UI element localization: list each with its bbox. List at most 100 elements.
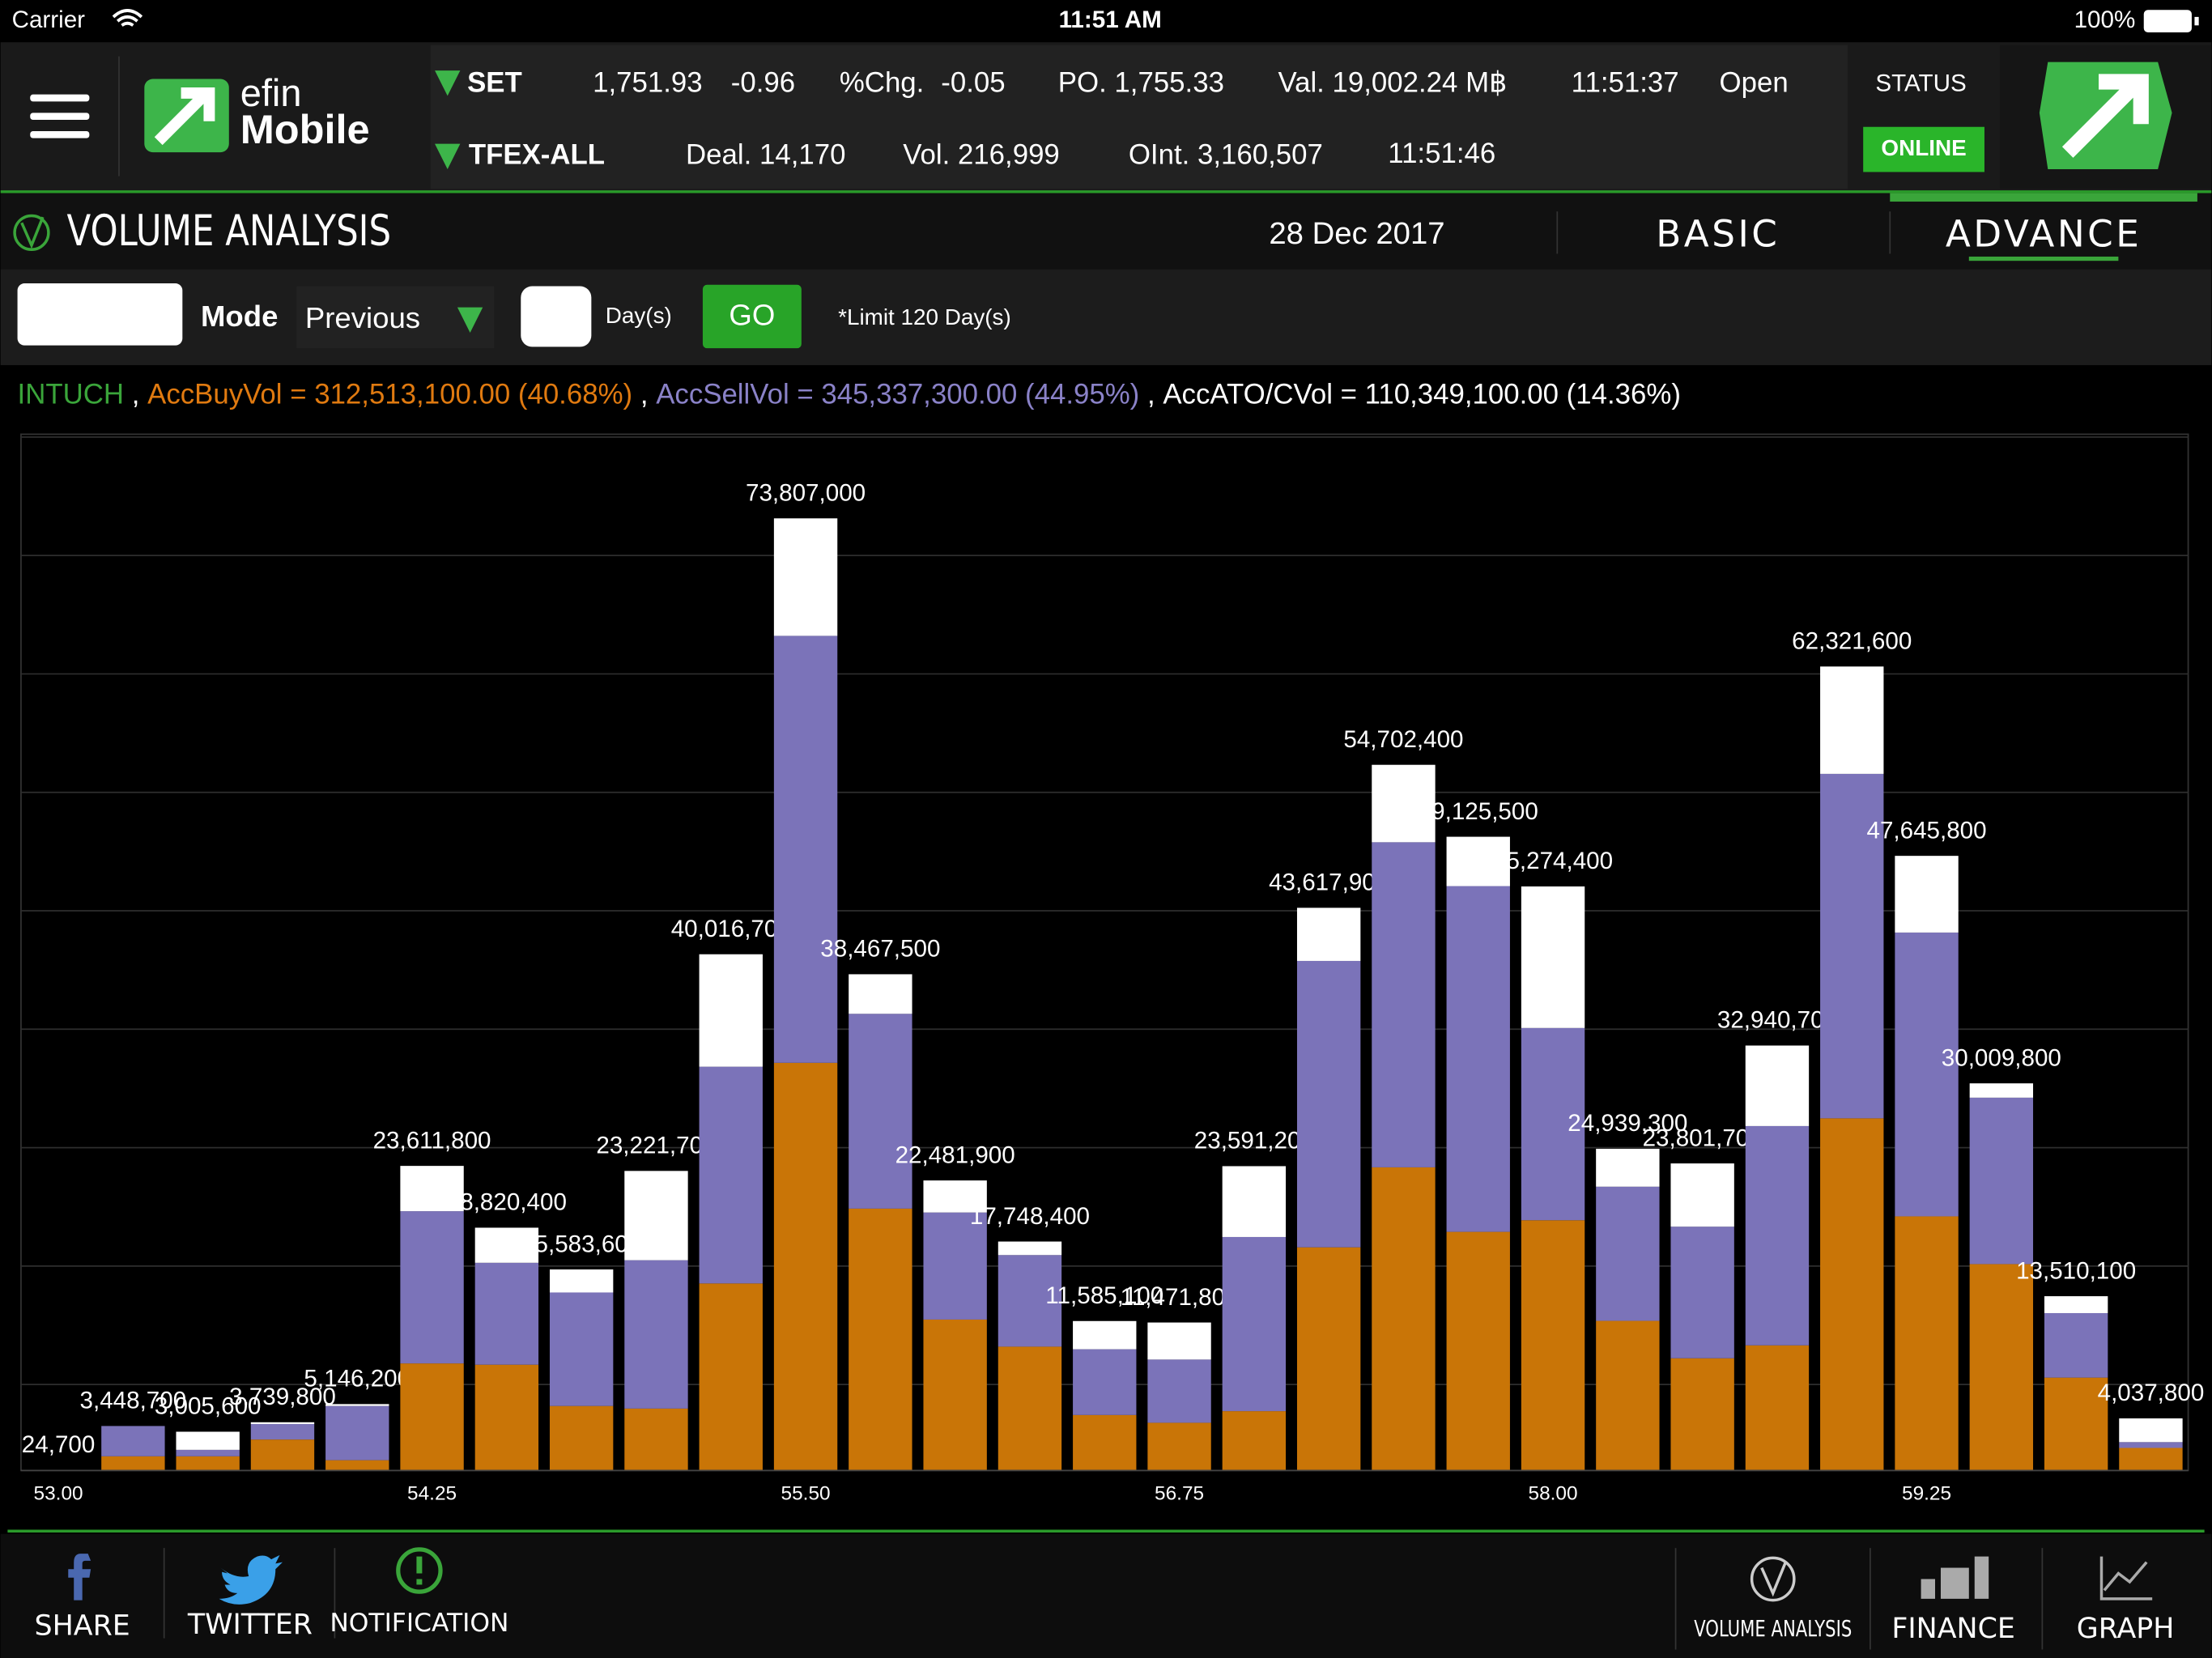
bar-segment: [1596, 1148, 1660, 1187]
bar-total-label: 4,037,800: [2098, 1380, 2205, 1406]
summary-buy: AccBuyVol = 312,513,100.00 (40.68%): [147, 379, 632, 410]
open-interest: OInt. 3,160,507: [1129, 139, 1323, 171]
summary-ato: AccATO/CVol = 110,349,100.00 (14.36%): [1163, 379, 1681, 410]
bar-segment: [549, 1292, 614, 1406]
bar-segment: [624, 1408, 688, 1471]
bar-total-label: 3,739,800: [229, 1384, 336, 1410]
notification-mark: [416, 1556, 423, 1574]
bar-segment: [1820, 773, 1884, 1119]
bar-total-label: 40,016,700: [671, 916, 791, 942]
bar-segment: [101, 1456, 165, 1471]
facebook-icon: [68, 1554, 91, 1601]
bar-total-label: 5,146,200: [304, 1366, 410, 1392]
bar-segment: [1670, 1226, 1734, 1358]
bar-segment: [624, 1260, 688, 1409]
bar-total-label: 11,585,100: [1045, 1282, 1163, 1309]
bar-segment: [923, 1319, 987, 1471]
index-change: -0.96: [731, 67, 795, 99]
battery-tip: [2194, 16, 2199, 26]
bar-segment: [1073, 1349, 1137, 1415]
finance-icon: [1921, 1579, 1935, 1599]
bar-segment: [849, 1014, 912, 1209]
bar-segment: [1895, 856, 1959, 933]
bar-segment: [325, 1404, 389, 1406]
bar-segment: [1296, 908, 1361, 961]
finance-button[interactable]: FINANCE: [1891, 1556, 2015, 1646]
symbol-input[interactable]: [17, 283, 183, 346]
graph-button[interactable]: GRAPH: [2077, 1556, 2175, 1646]
bar-segment: [250, 1424, 315, 1440]
bar-segment: [773, 636, 838, 1063]
symbol-value: INTUCH: [33, 297, 140, 329]
tab[interactable]: BASIC: [1656, 213, 1780, 256]
set-time: 11:51:37: [1572, 67, 1679, 99]
mode-select[interactable]: [296, 286, 495, 349]
bar-total-label: 49,125,500: [1419, 798, 1538, 825]
bar-total-label: 15,583,600: [521, 1231, 641, 1257]
summary-separator: ,: [640, 379, 649, 410]
market-state: Open: [1720, 67, 1789, 99]
bar-segment: [849, 974, 912, 1014]
bar-segment: [400, 1166, 464, 1212]
bar-segment: [2119, 1448, 2183, 1471]
bar-total-label: 17,748,400: [970, 1203, 1090, 1230]
bar-segment: [474, 1364, 539, 1471]
bar-segment: [474, 1227, 539, 1263]
tab-active[interactable]: ADVANCE: [1946, 213, 2142, 256]
bar-total-label: 43,617,900: [1269, 869, 1389, 896]
go-button[interactable]: [702, 284, 802, 349]
title-icon-mark: [20, 216, 45, 249]
app-logo-arrow: [2061, 74, 2149, 158]
bar-segment: [998, 1255, 1062, 1347]
bar-segment: [849, 1208, 912, 1471]
summary-symbol: INTUCH: [18, 379, 125, 410]
notification-button[interactable]: NOTIFICATION: [330, 1547, 508, 1638]
footer-label: FINANCE: [1891, 1613, 2015, 1645]
bar-segment: [998, 1346, 1062, 1471]
bar-segment: [1820, 666, 1884, 774]
deals: Deal. 14,170: [686, 139, 845, 171]
bar-total-label: 23,801,700: [1643, 1124, 1763, 1151]
bar-segment: [325, 1460, 389, 1471]
index-value: 1,751.93: [593, 67, 703, 99]
summary-separator: ,: [1147, 379, 1155, 410]
battery-icon: [2143, 10, 2192, 33]
bar-segment: [998, 1241, 1062, 1256]
ticker-panel: [430, 45, 1848, 189]
share-button[interactable]: SHARE: [35, 1554, 130, 1643]
bar-segment: [1895, 932, 1959, 1217]
bar-segment: [2044, 1377, 2108, 1471]
graph-icon: [2099, 1556, 2153, 1601]
clock: 11:51 AM: [1059, 6, 1162, 33]
days-value: 100: [533, 300, 580, 331]
bar-total-label: 73,807,000: [746, 479, 866, 506]
bar-total-label: 23,591,200: [1194, 1128, 1314, 1154]
bar-total-label: 24,939,300: [1568, 1110, 1687, 1137]
bar-total-label: 62,321,600: [1792, 628, 1912, 655]
bar-segment: [1745, 1345, 1810, 1471]
bar-segment: [1446, 886, 1510, 1232]
bar-total-label: 18,820,400: [447, 1189, 567, 1216]
summary: INTUCH , AccBuyVol = 312,513,100.00 (40.…: [18, 379, 1681, 410]
down-arrow: [435, 143, 461, 169]
index-name: TFEX-ALL: [469, 139, 605, 171]
pct-label: %Chg.: [840, 67, 925, 99]
days-input[interactable]: [521, 286, 592, 347]
notification-icon: [396, 1547, 443, 1594]
x-tick-label: 55.50: [781, 1482, 831, 1504]
trade-value: Val. 19,002.24 M฿: [1278, 67, 1507, 99]
twitter-button[interactable]: TWITTER: [187, 1554, 313, 1641]
menu-button[interactable]: [30, 94, 90, 138]
bar-segment: [474, 1262, 539, 1365]
menu-line: [30, 113, 90, 121]
bar-segment: [1073, 1320, 1137, 1350]
bar-segment: [1745, 1045, 1810, 1126]
bar-total-label: 45,274,400: [1493, 848, 1613, 874]
finance-icon: [1940, 1567, 1969, 1599]
bar-segment: [1446, 1231, 1510, 1471]
volume-analysis-button[interactable]: VOLUME ANALYSIS: [1694, 1556, 1852, 1642]
bar-segment: [1745, 1125, 1810, 1346]
bar-segment: [400, 1211, 464, 1364]
carrier: Carrier: [12, 6, 86, 33]
